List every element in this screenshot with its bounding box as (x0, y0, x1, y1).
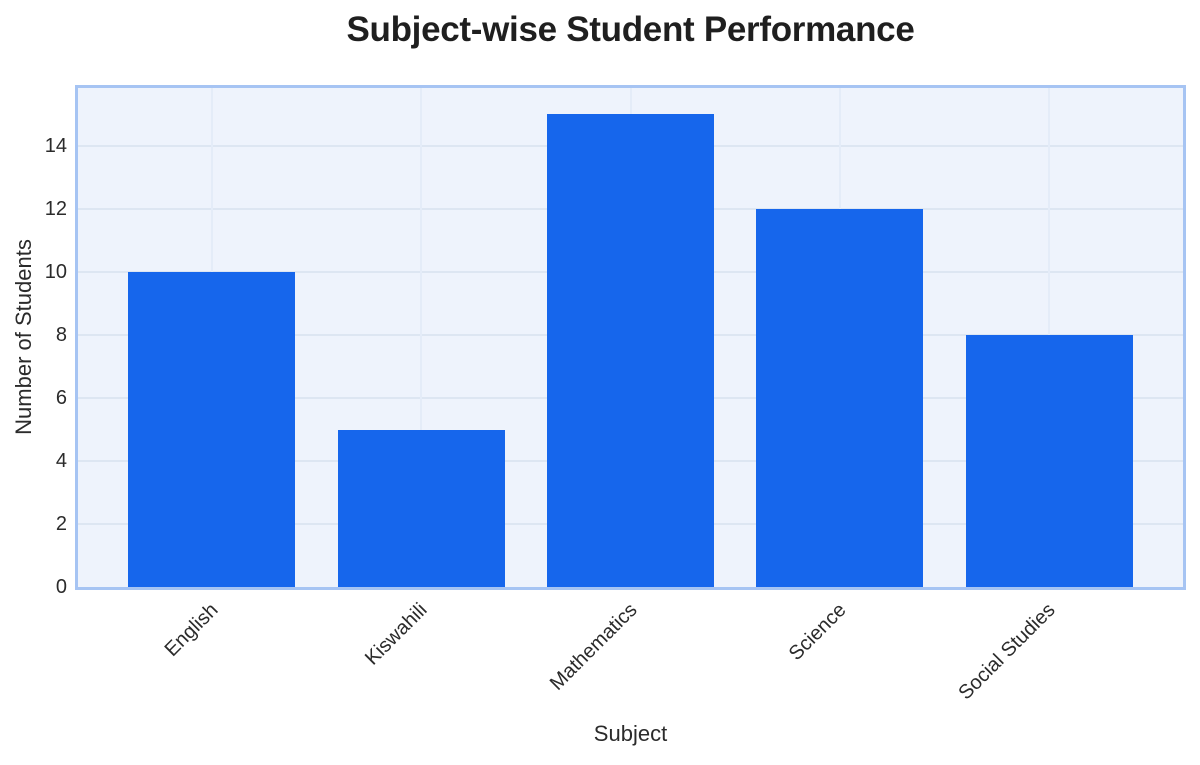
bar-mathematics[interactable] (547, 114, 714, 587)
y-tick-label-6: 6 (55, 386, 67, 409)
x-axis-title: Subject (593, 721, 668, 746)
y-tick-label-4: 4 (55, 449, 67, 472)
y-tick-label-12: 12 (44, 197, 67, 220)
gridline-x-kiswahili (420, 88, 423, 587)
bar-social-studies[interactable] (965, 334, 1133, 587)
y-tick-label-10: 10 (44, 260, 67, 283)
y-tick-label-2: 2 (55, 512, 67, 535)
bar-science[interactable] (756, 208, 924, 587)
y-tick-label-14: 14 (44, 134, 67, 157)
plot-area (75, 85, 1186, 590)
y-tick-label-0: 0 (55, 576, 67, 598)
bar-kiswahili[interactable] (337, 429, 505, 587)
chart-title: Subject-wise Student Performance (346, 10, 915, 49)
y-tick-label-8: 8 (55, 323, 67, 346)
bar-english[interactable] (128, 271, 296, 587)
